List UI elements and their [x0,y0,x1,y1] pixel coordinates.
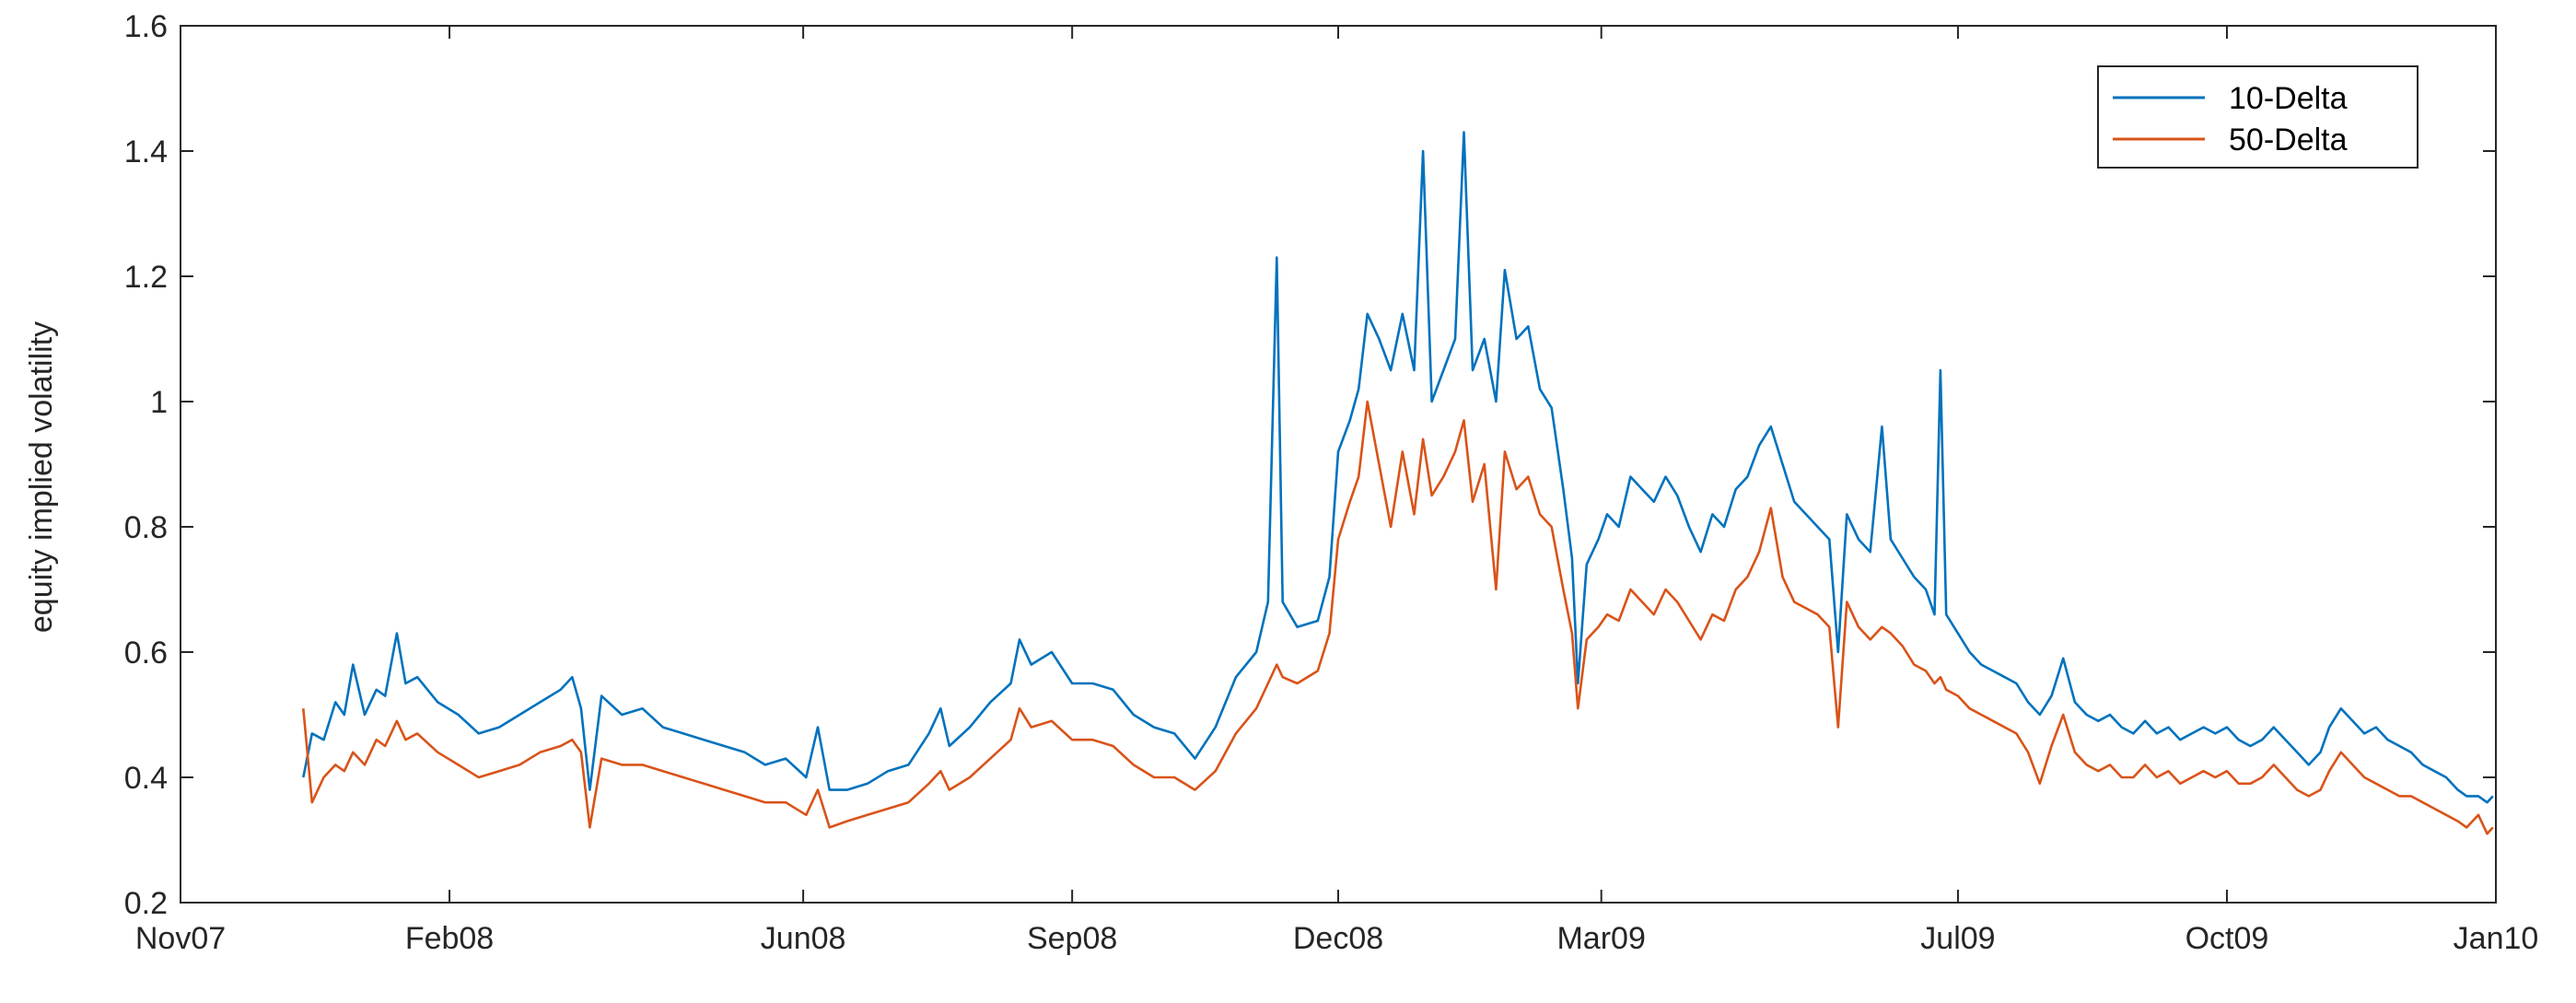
x-tick-label: Feb08 [405,921,494,956]
ticks-layer: 0.2 0.4 0.6 0.8 1 1.2 1.4 1.6 Nov07 Feb08 Jun08 Sep… [124,9,2539,956]
y-tick-label: 0.6 [124,636,168,671]
series-layer [302,131,2494,835]
x-tick-label: Sep08 [1027,921,1117,956]
legend-label-10-delta: 10-Delta [2229,81,2348,116]
y-axis-label: equity implied volatility [24,321,59,633]
y-tick-label: 1 [150,385,168,420]
x-tick-label: Jan10 [2454,921,2539,956]
legend-box [2097,65,2419,169]
y-tick-label: 0.4 [124,761,168,796]
legend: 10-Delta 50-Delta [2097,65,2419,169]
x-tick-label: Nov07 [135,921,226,956]
series-line-50-delta [302,400,2494,835]
x-tick-label: Jun08 [761,921,846,956]
series-line-10-delta [302,131,2494,804]
x-tick-label: Jul09 [1920,921,1995,956]
x-tick-label: Mar09 [1556,921,1645,956]
legend-label-50-delta: 50-Delta [2229,122,2348,157]
y-tick-label: 1.6 [124,9,168,44]
x-tick-label: Oct09 [2186,921,2269,956]
y-tick-label: 0.2 [124,886,168,921]
y-tick-label: 1.4 [124,134,168,169]
y-tick-label: 0.8 [124,510,168,545]
y-tick-label: 1.2 [124,260,168,295]
x-tick-label: Dec08 [1293,921,1383,956]
